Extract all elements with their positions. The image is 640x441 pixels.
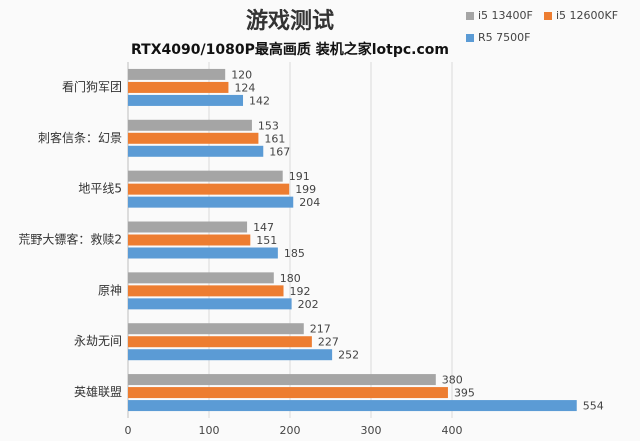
bar (128, 221, 248, 233)
bar (128, 196, 294, 208)
bar (128, 68, 226, 80)
value-label: 185 (284, 247, 305, 260)
value-label: 380 (442, 374, 463, 387)
bar (128, 119, 252, 131)
legend-label: R5 7500F (478, 31, 530, 44)
x-tick-label: 300 (361, 424, 382, 437)
value-label: 252 (338, 349, 359, 362)
bar (128, 170, 283, 182)
bar (128, 387, 448, 399)
legend-swatch (466, 12, 474, 20)
x-tick-label: 100 (199, 424, 220, 437)
category-label: 原神 (98, 283, 122, 297)
bar (128, 349, 333, 361)
value-label: 120 (231, 68, 252, 81)
category-label: 英雄联盟 (74, 384, 122, 399)
bar (128, 234, 251, 246)
bar (128, 183, 290, 195)
chart-subtitle: RTX4090/1080P最高画质 装机之家lotpc.com (131, 41, 449, 58)
chart-title: 游戏测试 (246, 8, 334, 34)
bar (128, 247, 278, 259)
bar (128, 285, 284, 297)
value-label: 180 (280, 272, 301, 285)
category-label: 永劫无间 (74, 334, 122, 348)
bar (128, 94, 244, 106)
category-label: 地平线5 (78, 182, 122, 196)
value-label: 161 (264, 132, 285, 145)
value-label: 142 (249, 94, 270, 107)
value-label: 147 (253, 221, 274, 234)
bar (128, 145, 264, 157)
bar (128, 81, 229, 93)
value-label: 167 (269, 145, 290, 158)
value-label: 204 (299, 196, 320, 209)
bar (128, 298, 292, 310)
legend-swatch (466, 34, 474, 42)
value-label: 227 (318, 336, 339, 349)
value-label: 191 (289, 170, 310, 183)
bar (128, 272, 274, 284)
legend-label: i5 13400F (478, 9, 533, 22)
value-label: 192 (290, 285, 311, 298)
x-tick-label: 400 (442, 424, 463, 437)
value-label: 124 (234, 81, 255, 94)
bar (128, 400, 577, 412)
bar (128, 374, 436, 386)
value-label: 153 (258, 119, 279, 132)
bar (128, 336, 312, 348)
value-label: 395 (454, 387, 475, 400)
value-label: 202 (298, 298, 319, 311)
bar (128, 323, 304, 335)
legend-label: i5 12600KF (556, 9, 618, 22)
value-label: 151 (256, 234, 277, 247)
x-tick-label: 200 (280, 424, 301, 437)
legend-swatch (544, 12, 552, 20)
category-label: 刺客信条：幻景 (38, 130, 122, 145)
bar (128, 132, 259, 144)
value-label: 554 (583, 400, 604, 413)
value-label: 199 (295, 183, 316, 196)
value-label: 217 (310, 323, 331, 336)
category-label: 荒野大镖客：救赎2 (18, 232, 122, 247)
category-label: 看门狗军团 (62, 79, 122, 94)
x-tick-label: 0 (125, 424, 132, 437)
